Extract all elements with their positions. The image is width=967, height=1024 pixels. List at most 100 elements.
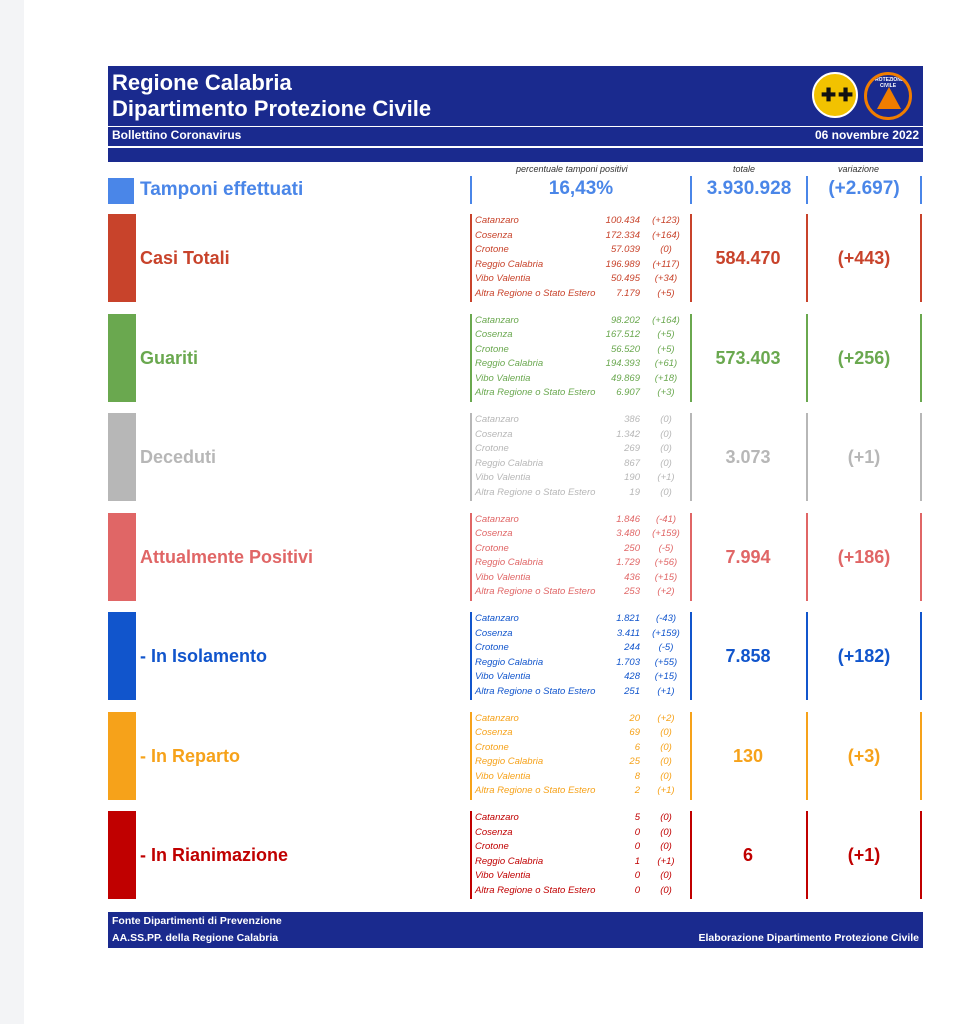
province-name: Altra Regione o Stato Estero bbox=[475, 884, 596, 896]
province-value: 3.411 bbox=[616, 627, 640, 639]
bulletin-header: Regione Calabria Dipartimento Protezione… bbox=[108, 66, 923, 146]
section-label: - In Reparto bbox=[140, 745, 241, 766]
province-value: 49.869 bbox=[610, 372, 640, 384]
province-delta: (0) bbox=[660, 826, 672, 838]
province-delta: (+55) bbox=[654, 656, 678, 668]
section-variation: (+1) bbox=[847, 845, 881, 865]
province-value: 25 bbox=[629, 756, 640, 768]
protezione-civile-logo-icon: PROTEZIONE CIVILE bbox=[864, 72, 912, 120]
province-row: Reggio Calabria 196.989 (+117) bbox=[470, 258, 690, 273]
province-name: Cosenza bbox=[475, 329, 513, 341]
province-name: Catanzaro bbox=[475, 712, 519, 724]
tamponi-color-marker bbox=[108, 178, 134, 204]
section-total: 573.403 bbox=[715, 347, 781, 368]
province-value: 250 bbox=[624, 542, 640, 554]
section-total: 7.858 bbox=[725, 646, 771, 666]
province-row: Catanzaro 1.821 (-43) bbox=[470, 612, 690, 627]
province-list: Catanzaro 1.846 (-41) Cosenza 3.480 (+159) Cro… bbox=[470, 513, 690, 601]
province-delta: (+1) bbox=[657, 855, 675, 867]
province-name: Reggio Calabria bbox=[475, 557, 544, 569]
section-variation: (+256) bbox=[837, 347, 891, 368]
province-name: Vibo Valentia bbox=[475, 671, 531, 683]
province-name: Reggio Calabria bbox=[475, 756, 544, 768]
province-row: Vibo Valentia 49.869 (+18) bbox=[470, 372, 690, 387]
province-value: 1.846 bbox=[616, 513, 640, 525]
section-variation: (+3) bbox=[847, 745, 881, 766]
column-headers: percentuale tamponi positivi totale vari… bbox=[108, 162, 923, 176]
province-delta: (-5) bbox=[658, 642, 674, 654]
province-row: Altra Regione o Stato Estero 6.907 (+3) bbox=[470, 386, 690, 401]
province-delta: (+61) bbox=[654, 358, 678, 370]
section-label: - In Isolamento bbox=[140, 646, 268, 666]
province-row: Cosenza 3.480 (+159) bbox=[470, 527, 690, 542]
province-value: 100.434 bbox=[605, 215, 640, 226]
province-row: Catanzaro 98.202 (+164) bbox=[470, 314, 690, 329]
province-value: 0 bbox=[634, 826, 640, 838]
province-name: Altra Regione o Stato Estero bbox=[475, 287, 596, 299]
province-delta: (0) bbox=[660, 812, 672, 823]
province-value: 0 bbox=[634, 884, 640, 896]
province-value: 0 bbox=[634, 841, 640, 853]
tamponi-row: Tamponi effettuati 16,43% 3.930.928 (+2.… bbox=[108, 176, 923, 206]
province-list: Catanzaro 100.434 (+123) Cosenza 172.334 (+16… bbox=[470, 214, 690, 302]
province-row: Vibo Valentia 8 (0) bbox=[470, 770, 690, 785]
province-row: Cosenza 0 (0) bbox=[470, 826, 690, 841]
province-name: Cosenza bbox=[475, 826, 513, 838]
province-delta: (+3) bbox=[657, 387, 675, 399]
province-row: Reggio Calabria 25 (0) bbox=[470, 755, 690, 770]
province-name: Catanzaro bbox=[475, 414, 519, 425]
province-row: Reggio Calabria 1.703 (+55) bbox=[470, 656, 690, 671]
province-row: Catanzaro 386 (0) bbox=[470, 413, 690, 428]
province-value: 190 bbox=[624, 472, 640, 484]
section-2: Deceduti Catanzaro 386 (0) Cosenza 1.342 (0) Cr… bbox=[108, 413, 923, 501]
province-value: 8 bbox=[634, 770, 640, 782]
province-row: Vibo Valentia 428 (+15) bbox=[470, 670, 690, 685]
province-name: Altra Regione o Stato Estero bbox=[475, 586, 596, 598]
bulletin-subtitle: Bollettino Coronavirus bbox=[112, 128, 242, 142]
province-delta: (+5) bbox=[657, 287, 675, 299]
section-total: 130 bbox=[732, 745, 764, 766]
province-name: Crotone bbox=[475, 642, 509, 654]
province-row: Catanzaro 20 (+2) bbox=[470, 712, 690, 727]
province-value: 50.495 bbox=[610, 273, 640, 285]
province-name: Cosenza bbox=[475, 229, 513, 241]
province-delta: (+1) bbox=[657, 785, 675, 797]
province-delta: (+123) bbox=[652, 215, 680, 226]
province-name: Altra Regione o Stato Estero bbox=[475, 486, 596, 498]
province-value: 253 bbox=[624, 586, 640, 598]
province-name: Reggio Calabria bbox=[475, 656, 544, 668]
province-value: 98.202 bbox=[610, 314, 640, 326]
province-row: Crotone 250 (-5) bbox=[470, 542, 690, 557]
province-value: 5 bbox=[634, 812, 640, 823]
province-row: Cosenza 69 (0) bbox=[470, 726, 690, 741]
province-delta: (-43) bbox=[655, 613, 677, 624]
province-row: Altra Regione o Stato Estero 251 (+1) bbox=[470, 685, 690, 700]
province-delta: (0) bbox=[660, 486, 672, 498]
province-row: Altra Regione o Stato Estero 2 (+1) bbox=[470, 784, 690, 799]
province-value: 172.334 bbox=[605, 229, 640, 241]
province-value: 194.393 bbox=[605, 358, 640, 370]
province-delta: (+5) bbox=[657, 343, 675, 355]
section-color-bar bbox=[108, 413, 136, 501]
province-list: Catanzaro 1.821 (-43) Cosenza 3.411 (+159) Cro… bbox=[470, 612, 690, 700]
province-row: Catanzaro 5 (0) bbox=[470, 811, 690, 826]
section-variation: (+182) bbox=[837, 646, 891, 666]
province-delta: (+15) bbox=[654, 671, 678, 683]
section-label: Guariti bbox=[140, 347, 199, 368]
section-color-bar bbox=[108, 313, 136, 402]
province-name: Reggio Calabria bbox=[475, 258, 544, 270]
province-name: Vibo Valentia bbox=[475, 571, 531, 583]
section-label: Casi Totali bbox=[140, 248, 230, 268]
province-delta: (0) bbox=[660, 443, 672, 455]
province-delta: (0) bbox=[660, 428, 672, 440]
section-label: Deceduti bbox=[140, 447, 217, 467]
section-color-bar bbox=[108, 214, 136, 302]
province-delta: (+159) bbox=[652, 528, 680, 540]
province-value: 6.907 bbox=[616, 387, 640, 399]
province-value: 1.821 bbox=[616, 613, 640, 624]
province-value: 2 bbox=[634, 785, 640, 797]
province-row: Vibo Valentia 190 (+1) bbox=[470, 471, 690, 486]
tamponi-label: Tamponi effettuati bbox=[140, 179, 304, 200]
province-delta: (0) bbox=[660, 841, 672, 853]
province-delta: (+34) bbox=[654, 273, 678, 285]
